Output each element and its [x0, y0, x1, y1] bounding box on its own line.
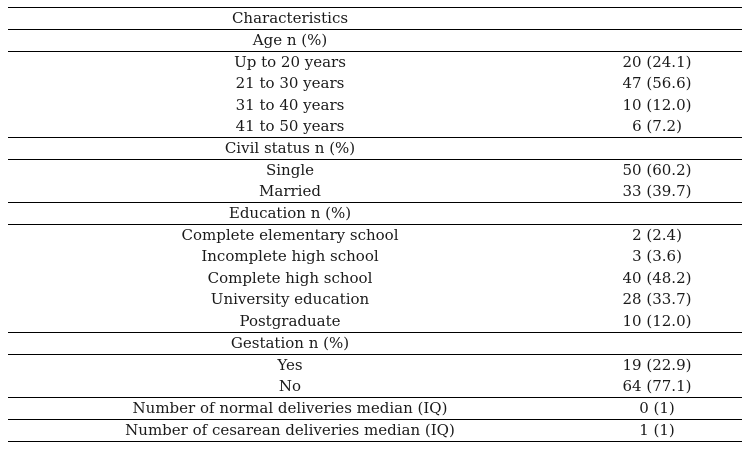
row-label: Education n (%) — [8, 202, 572, 225]
table-row: 41 to 50 years 6 (7.2) — [8, 116, 742, 138]
row-value: 10 (12.0) — [622, 95, 692, 114]
row-value: 0 (1) — [572, 397, 742, 420]
row-value: 19 (22.9) — [622, 355, 692, 374]
table-row: Yes 19 (22.9) — [8, 354, 742, 376]
row-value: 20 (24.1) — [622, 53, 692, 71]
characteristics-table: Characteristics Age n (%) Up to 20 years 20… — [8, 7, 742, 442]
row-value — [572, 7, 742, 30]
row-value: 1 (1) — [572, 419, 742, 442]
table-row-section: Civil status n (%) — [8, 137, 742, 160]
row-value: 6 (7.2) — [572, 116, 742, 138]
characteristics-table-body: Characteristics Age n (%) Up to 20 years 20… — [8, 7, 742, 442]
row-label: Complete elementary school — [181, 226, 399, 244]
row-label: Married — [8, 181, 572, 203]
row-label: Up to 20 years — [234, 53, 346, 71]
row-label: Yes — [277, 355, 303, 374]
table-row: 21 to 30 years 47 (56.6) — [8, 73, 742, 95]
row-value: 10 (12.0) — [572, 310, 742, 333]
row-label: Characteristics — [8, 7, 572, 30]
row-label: Gestation n (%) — [8, 332, 572, 355]
row-value — [572, 202, 742, 225]
row-value: 64 (77.1) — [572, 375, 742, 398]
row-label: Single — [265, 161, 314, 179]
row-value: 33 (39.7) — [572, 181, 742, 203]
table-row-section: Gestation n (%) — [8, 332, 742, 355]
row-label: Number of normal deliveries median (IQ) — [8, 397, 572, 420]
row-value: 40 (48.2) — [622, 268, 692, 287]
table-row: Complete high school 40 (48.2) — [8, 268, 742, 290]
table-row: University education 28 (33.7) — [8, 289, 742, 311]
row-label: Complete high school — [207, 268, 373, 287]
row-label: 21 to 30 years — [235, 74, 345, 93]
row-value: 47 (56.6) — [622, 74, 692, 93]
row-label: Postgraduate — [8, 310, 572, 333]
table-row-section: Age n (%) — [8, 29, 742, 52]
table-row: 31 to 40 years 10 (12.0) — [8, 95, 742, 117]
table-row: Married 33 (39.7) — [8, 181, 742, 203]
row-value: 2 (2.4) — [632, 226, 682, 244]
page: Characteristics Age n (%) Up to 20 years 20… — [0, 7, 752, 442]
table-row: Up to 20 years 20 (24.1) — [8, 52, 742, 74]
row-label: No — [8, 375, 572, 398]
row-label: Incomplete high school — [201, 247, 379, 266]
row-value: 28 (33.7) — [622, 290, 692, 309]
table-row: Postgraduate 10 (12.0) — [8, 310, 742, 333]
table-row: Incomplete high school 3 (3.6) — [8, 246, 742, 268]
row-value: 3 (3.6) — [632, 247, 682, 266]
row-label: 41 to 50 years — [8, 116, 572, 138]
table-row: Single 50 (60.2) — [8, 160, 742, 182]
row-value — [572, 137, 742, 160]
row-label: Civil status n (%) — [8, 137, 572, 160]
table-row-title: Characteristics — [8, 7, 742, 30]
table-row-section: Education n (%) — [8, 202, 742, 225]
table-row: Number of normal deliveries median (IQ) 0… — [8, 397, 742, 420]
row-label: University education — [210, 290, 370, 309]
row-value — [572, 29, 742, 52]
table-row: No 64 (77.1) — [8, 375, 742, 398]
row-label: Number of cesarean deliveries median (IQ… — [8, 419, 572, 442]
row-label: 31 to 40 years — [235, 95, 345, 114]
table-row: Number of cesarean deliveries median (IQ… — [8, 419, 742, 442]
table-row: Complete elementary school 2 (2.4) — [8, 225, 742, 247]
row-value: 50 (60.2) — [622, 161, 692, 179]
row-value — [572, 332, 742, 355]
row-label: Age n (%) — [8, 29, 572, 52]
